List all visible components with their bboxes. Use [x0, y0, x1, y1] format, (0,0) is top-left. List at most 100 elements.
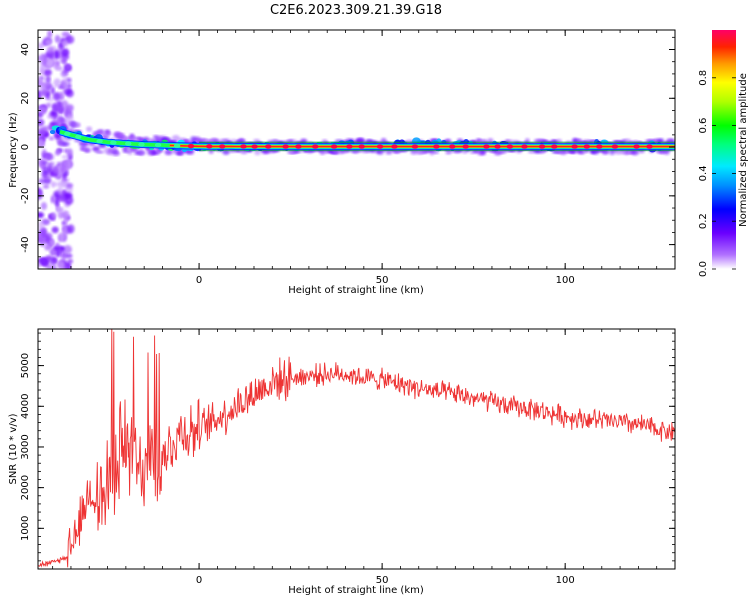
spectrogram-noise-blob [53, 50, 60, 60]
spectrogram-peak-dot [462, 144, 469, 149]
spectrogram-peak-dot [571, 144, 578, 149]
spectrogram-halo-blob [48, 136, 55, 141]
spectrogram-noise-blob [59, 232, 65, 242]
spectrogram-noise-blob [39, 64, 45, 75]
spectrogram-peak-dot [538, 144, 546, 149]
spectrogram-noise-blob [38, 119, 45, 126]
spectrogram-halo-blob [285, 139, 294, 144]
spectrogram-noise-blob [57, 260, 65, 269]
spectrogram-peak-dot [251, 144, 258, 149]
spectrogram-peak-dot [75, 134, 82, 140]
spectrogram-peak-dot [376, 144, 384, 149]
spectrogram-x-tick-label: 0 [196, 275, 202, 286]
spectrogram-halo-blob [119, 132, 125, 137]
spectrogram-noise-blob [49, 248, 57, 257]
spectrogram-noise-blob [49, 239, 55, 246]
spectrogram-halo-blob [128, 135, 137, 142]
spectrogram-peak-dot [219, 144, 226, 149]
spectrogram-halo-blob [105, 131, 112, 136]
spectrogram-peak-dot [206, 144, 213, 149]
spectrogram-noise-blob [53, 106, 60, 112]
spectrogram-halo-blob [527, 150, 536, 154]
spectrogram-noise-blob [38, 237, 45, 243]
spectrogram-halo-blob [184, 139, 191, 144]
spectrogram-peak-dot [295, 144, 302, 149]
spectrogram-noise-blob [65, 64, 71, 70]
spectrogram-noise-blob [56, 161, 61, 168]
spectrogram-noise-blob [57, 211, 65, 219]
spectrogram-noise-blob [45, 102, 52, 109]
snr-ticks: 0 50 100 1000 2000 3000 4000 5000 [20, 329, 676, 586]
snr-frame [37, 328, 676, 570]
spectrogram-peak-dot [494, 144, 501, 149]
spectrogram-noise-blob [64, 192, 73, 199]
spectrogram-noise-blob [41, 148, 47, 158]
spectrogram-peak-dot [358, 144, 365, 149]
snr-y-tick-label: 1000 [20, 516, 31, 541]
spectrogram-noise-blob [60, 164, 66, 174]
spectrogram-y-tick-label: -20 [20, 188, 31, 204]
spectrogram-peak-dot [312, 144, 319, 149]
spectrogram-peak-dot [138, 142, 145, 147]
snr-y-tick-label: 5000 [20, 353, 31, 378]
spectrogram-noise-blob [50, 86, 55, 95]
spectrogram-noise-blob [48, 257, 58, 266]
spectrogram-peak-dot [411, 144, 419, 149]
colorbar: 0.0 0.2 0.4 0.6 0.8 Normalized spectral ampl… [698, 30, 749, 277]
spectrogram-halo-blob [577, 150, 586, 155]
spectrogram-noise-blob [57, 207, 63, 213]
figure-title: C2E6.2023.309.21.39.G18 [270, 3, 442, 18]
spectrogram-halo-blob [85, 126, 93, 132]
spectrogram-noise-blob [50, 195, 56, 204]
spectrogram-peak-dot [449, 144, 456, 149]
spectrogram-peak-dot [433, 144, 440, 149]
spectrogram-y-axis-label: Frequency (Hz) [8, 112, 19, 188]
spectrogram-peak-dot [282, 144, 289, 149]
spectrogram-noise-blob [62, 225, 69, 235]
spectrogram-peak-dot [633, 144, 640, 149]
spectrogram-noise-blob [54, 149, 61, 156]
snr-y-tick-label: 3000 [20, 434, 31, 459]
spectrogram-noise-blob [60, 69, 69, 78]
snr-panel: 0 50 100 1000 2000 3000 4000 5000 Height of str… [8, 328, 676, 596]
spectrogram-noise-blob [65, 114, 74, 125]
spectrogram-peak-dot [551, 144, 558, 149]
spectrogram-noise-blob [51, 60, 60, 69]
spectrogram-peak-dot [646, 144, 653, 149]
spectrogram-noise-blob [61, 78, 69, 89]
spectrogram-halo-blob [185, 150, 195, 155]
spectrogram-noise-blob [47, 84, 53, 89]
spectrogram-noise-blob [65, 35, 75, 44]
spectrogram-x-axis-label: Height of straight line (km) [288, 285, 424, 296]
snr-x-axis-label: Height of straight line (km) [288, 585, 424, 596]
spectrogram-noise-blob [51, 212, 57, 219]
spectrogram-noise-blob [51, 226, 59, 234]
spectrogram-halo-blob [143, 136, 149, 140]
spectrogram-noise-blob [61, 252, 67, 260]
spectrogram-noise-blob [38, 111, 44, 118]
spectrogram-peak-dot [521, 144, 528, 149]
colorbar-label: Normalized spectral amplitude [738, 73, 749, 227]
spectrogram-noise-blob [61, 48, 70, 57]
spectrogram-noise-blob [52, 167, 59, 175]
spectrogram-peak-dot [154, 142, 162, 148]
spectrogram-noise-blob [42, 184, 50, 189]
spectrogram-noise-blob [53, 92, 61, 101]
spectrogram-peak-dot [110, 140, 117, 145]
spectrogram-peak-dot [96, 138, 103, 144]
spectrogram-noise-blob [38, 178, 45, 184]
spectrogram-y-tick-label: -40 [20, 236, 31, 252]
spectrogram-noise-blob [45, 75, 51, 84]
spectrogram-peak-dot [125, 141, 132, 146]
spectrogram-noise-blob [48, 95, 54, 103]
spectrogram-heatmap [38, 30, 675, 269]
spectrogram-y-tick-label: 40 [20, 43, 31, 56]
spectrogram-noise-blob [53, 78, 61, 88]
spectrogram-noise-blob [56, 247, 63, 254]
spectrogram-frame [37, 29, 676, 270]
spectrogram-peak-dot [611, 144, 619, 149]
spectrogram-noise-blob [38, 158, 44, 168]
spectrogram-peak-dot [483, 144, 490, 149]
spectrogram-halo-blob [92, 146, 100, 152]
